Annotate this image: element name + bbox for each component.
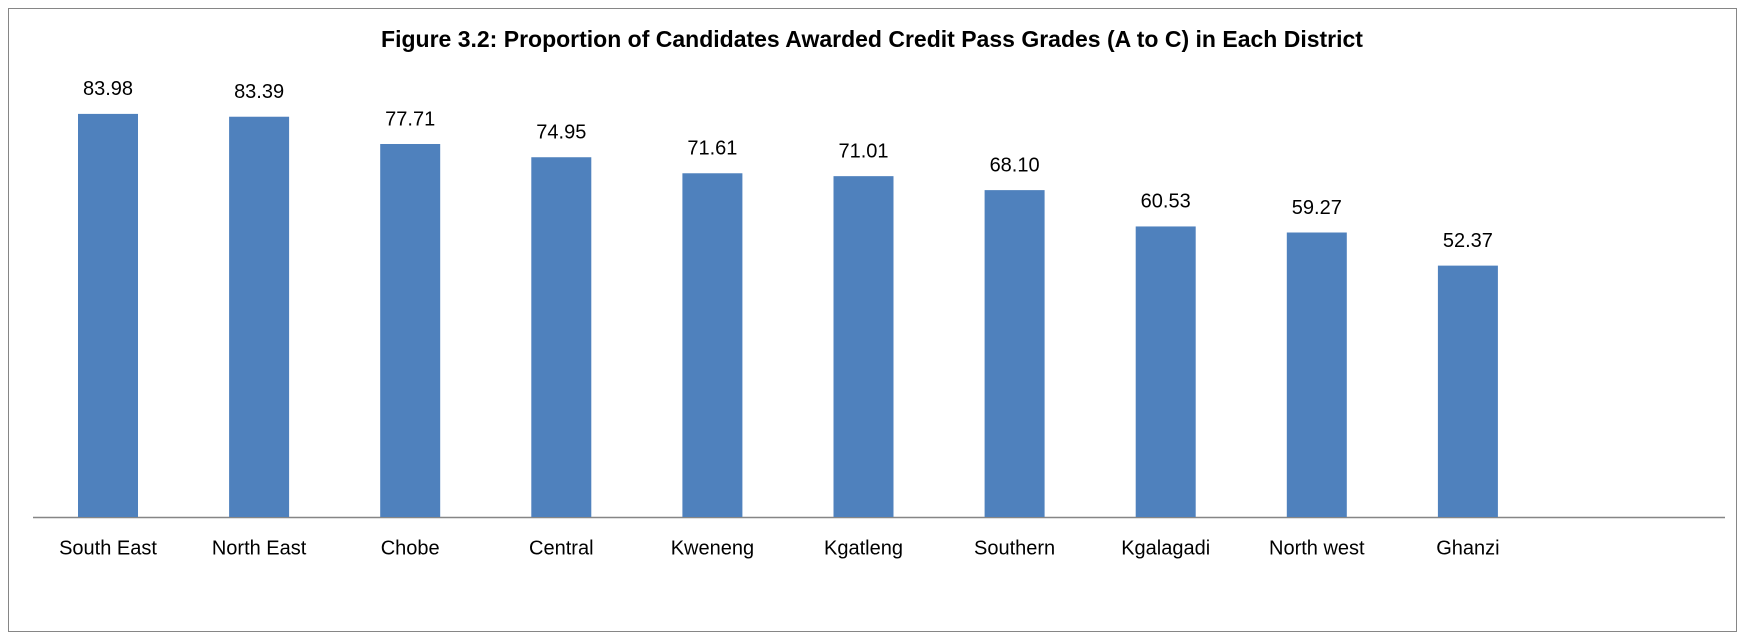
data-label: 74.95 bbox=[536, 122, 586, 144]
x-tick-label: Kgatleng bbox=[824, 537, 903, 559]
bar bbox=[78, 113, 138, 518]
bar bbox=[531, 157, 592, 518]
data-label: 52.37 bbox=[1443, 230, 1493, 252]
bar bbox=[1135, 226, 1196, 517]
x-tick-label: North west bbox=[1269, 537, 1365, 559]
bar bbox=[984, 190, 1045, 517]
chart-title: Figure 3.2: Proportion of Candidates Awa… bbox=[381, 26, 1363, 52]
data-label: 59.27 bbox=[1292, 197, 1342, 219]
x-tick-label: Central bbox=[529, 537, 593, 559]
data-label: 77.71 bbox=[385, 108, 435, 130]
bar bbox=[682, 173, 743, 517]
data-label: 60.53 bbox=[1141, 191, 1191, 213]
data-label: 71.61 bbox=[687, 138, 737, 160]
data-label: 68.10 bbox=[990, 154, 1040, 176]
x-tick-label: North East bbox=[212, 537, 307, 559]
x-tick-label: Kgalagadi bbox=[1121, 537, 1210, 559]
bar bbox=[229, 116, 290, 517]
x-tick-label: Ghanzi bbox=[1436, 537, 1499, 559]
data-label: 83.39 bbox=[234, 81, 284, 103]
x-tick-label: South East bbox=[59, 537, 157, 559]
x-tick-label: Chobe bbox=[381, 537, 440, 559]
data-label: 71.01 bbox=[838, 140, 888, 162]
x-tick-label: Southern bbox=[974, 537, 1055, 559]
x-tick-label: Kweneng bbox=[671, 537, 754, 559]
bar bbox=[380, 143, 441, 517]
bar bbox=[1437, 265, 1498, 517]
bar bbox=[833, 176, 894, 518]
bar bbox=[1286, 232, 1347, 517]
data-label: 83.98 bbox=[83, 78, 133, 100]
